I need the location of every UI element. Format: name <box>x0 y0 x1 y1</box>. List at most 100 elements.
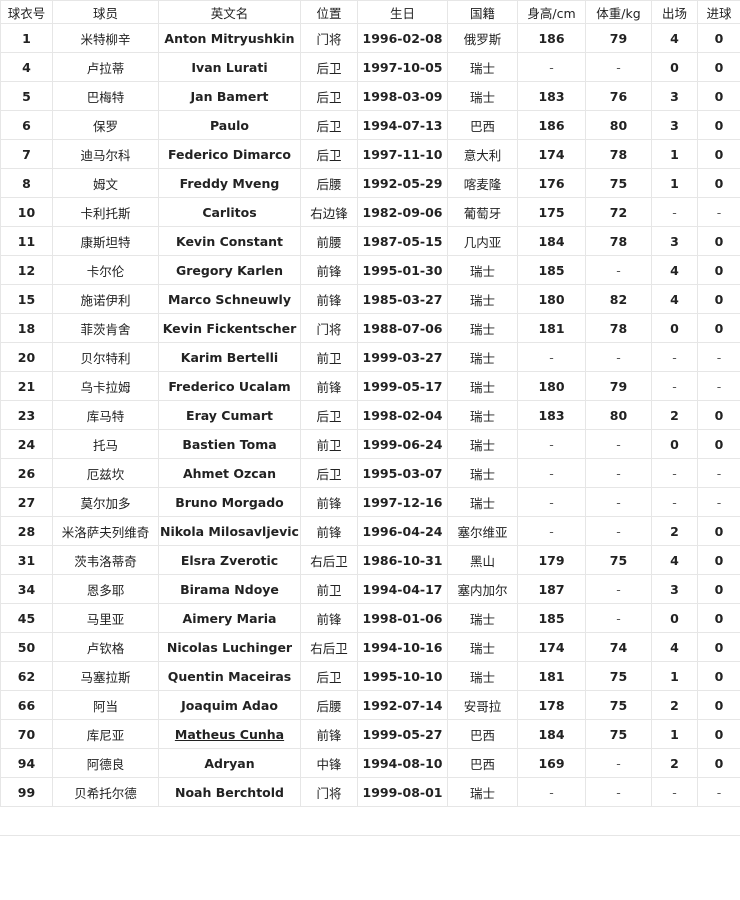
cell: 瑞士 <box>447 487 518 517</box>
cell: 0 <box>651 429 698 459</box>
cell: 贝希托尔德 <box>52 777 159 807</box>
player-row: 6 保罗 Paulo 后卫 1994-07-13 巴西 186 80 3 0 <box>0 110 740 140</box>
player-row: 28 米洛萨夫列维奇 Nikola Milosavljevic 前锋 1996-04-2… <box>0 516 740 546</box>
cell: 1 <box>651 661 698 691</box>
cell: 前锋 <box>300 284 358 314</box>
cell: 1999-06-24 <box>357 429 448 459</box>
table-footer <box>0 807 740 836</box>
cell: 0 <box>697 284 740 314</box>
player-row: 45 马里亚 Aimery Maria 前锋 1998-01-06 瑞士 185-0 0 <box>0 603 740 633</box>
cell: 施诺伊利 <box>52 284 159 314</box>
cell: 0 <box>697 632 740 662</box>
cell: 1996-02-08 <box>357 23 448 53</box>
cell: 1994-07-13 <box>357 110 448 140</box>
cell: - <box>651 342 698 372</box>
cell: - <box>651 458 698 488</box>
cell: 1995-10-10 <box>357 661 448 691</box>
cell: 0 <box>697 719 740 749</box>
cell: 库马特 <box>52 400 159 430</box>
cell: 4 <box>651 284 698 314</box>
cell: - <box>697 458 740 488</box>
cell: 27 <box>0 487 53 517</box>
cell: 后卫 <box>300 661 358 691</box>
cell: 45 <box>0 603 53 633</box>
player-row: 24 托马 Bastien Toma 前卫 1999-06-24 瑞士 - -0 0 <box>0 429 740 459</box>
cell: - <box>651 777 698 807</box>
cell: 后卫 <box>300 52 358 82</box>
player-row: 15 施诺伊利 Marco Schneuwly 前锋 1985-03-27 瑞士 180 82… <box>0 284 740 314</box>
column-header: 出场 <box>651 0 698 24</box>
cell: 莫尔加多 <box>52 487 159 517</box>
cell: 0 <box>697 226 740 256</box>
cell: - <box>697 342 740 372</box>
cell: 卢钦格 <box>52 632 159 662</box>
cell: 75 <box>585 719 652 749</box>
cell: 0 <box>697 400 740 430</box>
cell: 瑞士 <box>447 284 518 314</box>
cell: 瑞士 <box>447 371 518 401</box>
column-header: 位置 <box>300 0 358 24</box>
cell: 中锋 <box>300 748 358 778</box>
cell: 24 <box>0 429 53 459</box>
cell: 184 <box>517 719 586 749</box>
cell: 184 <box>517 226 586 256</box>
cell: 50 <box>0 632 53 662</box>
cell: 保罗 <box>52 110 159 140</box>
cell: 0 <box>697 661 740 691</box>
cell: Bruno Morgado <box>158 487 301 517</box>
cell: Marco Schneuwly <box>158 284 301 314</box>
cell: 葡萄牙 <box>447 197 518 227</box>
roster-table: 球衣号 球员 英文名 位置 生日 国籍 身高/cm 体重/kg 出场 进球 1 米特柳辛 Anton … <box>0 0 740 807</box>
player-row: 1 米特柳辛 Anton Mitryushkin 门将 1996-02-08 俄罗斯 186… <box>0 23 740 53</box>
cell: - <box>585 429 652 459</box>
cell: 1994-08-10 <box>357 748 448 778</box>
cell: 0 <box>697 81 740 111</box>
cell: - <box>697 371 740 401</box>
cell: Aimery Maria <box>158 603 301 633</box>
cell: 1992-07-14 <box>357 690 448 720</box>
cell: Frederico Ucalam <box>158 371 301 401</box>
cell: 阿当 <box>52 690 159 720</box>
cell: Bastien Toma <box>158 429 301 459</box>
cell: 82 <box>585 284 652 314</box>
cell: 1986-10-31 <box>357 545 448 575</box>
cell: 姆文 <box>52 168 159 198</box>
cell: 0 <box>697 23 740 53</box>
player-row: 66 阿当 Joaquim Adao 后腰 1992-07-14 安哥拉 178 75 2 0 <box>0 690 740 720</box>
cell: - <box>651 487 698 517</box>
cell: 99 <box>0 777 53 807</box>
player-row: 99 贝希托尔德 Noah Berchtold 门将 1999-08-01 瑞士 - - - - <box>0 777 740 807</box>
cell: 1996-04-24 <box>357 516 448 546</box>
cell: 78 <box>585 139 652 169</box>
cell: 185 <box>517 603 586 633</box>
player-row: 26 厄兹坎 Ahmet Ozcan 后卫 1995-03-07 瑞士 - - - - <box>0 458 740 488</box>
player-row: 10 卡利托斯 Carlitos 右边锋 1982-09-06 葡萄牙 175 72- - <box>0 197 740 227</box>
cell: 前锋 <box>300 255 358 285</box>
player-link[interactable]: Matheus Cunha <box>174 726 285 742</box>
cell: 75 <box>585 661 652 691</box>
cell: 21 <box>0 371 53 401</box>
cell: 1997-12-16 <box>357 487 448 517</box>
cell: 巴梅特 <box>52 81 159 111</box>
cell: 5 <box>0 81 53 111</box>
player-row: 7 迪马尔科 Federico Dimarco 后卫 1997-11-10 意大利 174 7… <box>0 139 740 169</box>
cell: 75 <box>585 168 652 198</box>
cell: 卢拉蒂 <box>52 52 159 82</box>
player-row: 12 卡尔伦 Gregory Karlen 前锋 1995-01-30 瑞士 185-4 0 <box>0 255 740 285</box>
cell: Adryan <box>158 748 301 778</box>
cell: Kevin Fickentscher <box>158 313 301 343</box>
cell: 前卫 <box>300 342 358 372</box>
column-header: 进球 <box>697 0 740 24</box>
cell: - <box>585 52 652 82</box>
cell: 瑞士 <box>447 400 518 430</box>
cell: 1999-05-17 <box>357 371 448 401</box>
column-header: 生日 <box>357 0 448 24</box>
cell: 前卫 <box>300 429 358 459</box>
cell: 0 <box>651 313 698 343</box>
cell: 1998-03-09 <box>357 81 448 111</box>
cell: Noah Berchtold <box>158 777 301 807</box>
cell: 34 <box>0 574 53 604</box>
cell: Nicolas Luchinger <box>158 632 301 662</box>
cell: 186 <box>517 23 586 53</box>
cell: 2 <box>651 748 698 778</box>
